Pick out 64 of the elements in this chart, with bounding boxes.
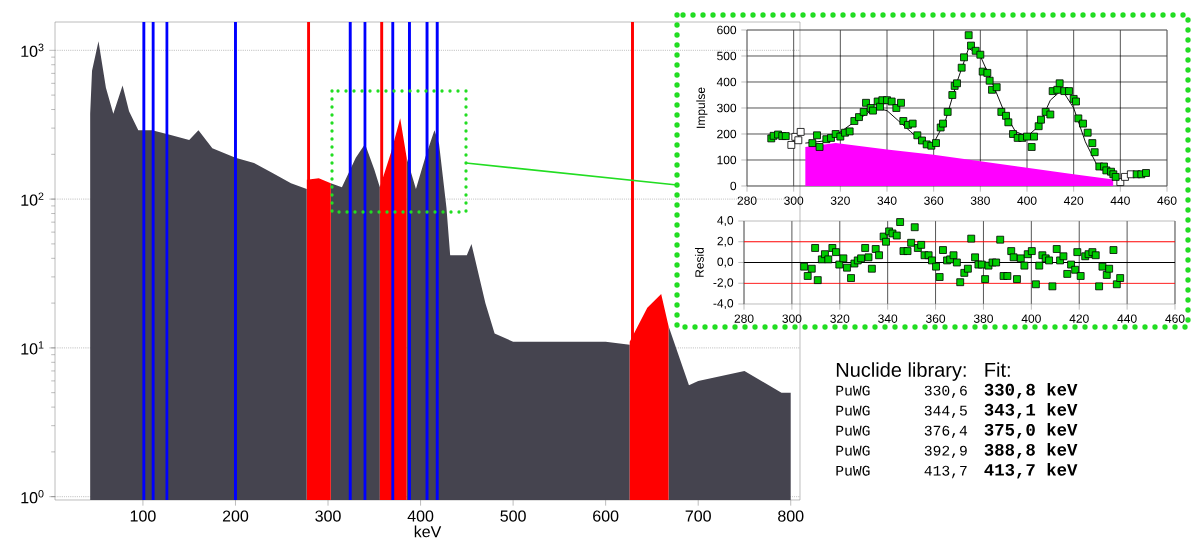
y-tick-label: 10$^{1}$ xyxy=(21,341,44,355)
x-tick-label: 500 xyxy=(500,510,526,522)
text: Fit: xyxy=(985,362,1010,377)
y-tick-label: 300 xyxy=(717,103,737,113)
x-tick-label: 400 xyxy=(407,510,434,522)
text: 375,0 keV xyxy=(984,422,1078,439)
x-tick-label: 460 xyxy=(1165,314,1185,323)
x-tick-label: 300 xyxy=(315,510,341,522)
text: PuWG xyxy=(836,425,870,436)
y-tick-label: 0,0 xyxy=(717,257,734,268)
x-tick-label: 600 xyxy=(593,510,619,522)
text: 413,7 keV xyxy=(984,462,1078,479)
y-tick-label: 400 xyxy=(716,77,737,87)
x-tick-label: 700 xyxy=(685,510,711,522)
x-tick-label: 400 xyxy=(1017,196,1037,205)
x-tick-label: 440 xyxy=(1110,196,1130,205)
x-tick-label: 380 xyxy=(970,196,990,205)
x-tick-label: 320 xyxy=(830,314,850,323)
text: 388,8 keV xyxy=(984,442,1078,459)
text: 343,1 keV xyxy=(984,402,1078,419)
x-tick-label: 280 xyxy=(734,314,754,323)
x-tick-label: 420 xyxy=(1069,314,1089,323)
y-axis-title: Impulse xyxy=(696,87,708,128)
x-tick-label: 200 xyxy=(222,510,249,522)
y-tick-label: 200 xyxy=(717,129,737,139)
y-tick-label: 0 xyxy=(730,181,737,191)
y-tick-label: 600 xyxy=(717,25,737,35)
x-tick-label: 440 xyxy=(1117,314,1137,323)
text: PuWG xyxy=(836,385,870,396)
x-tick-label: 460 xyxy=(1157,196,1177,205)
x-tick-label: 360 xyxy=(926,314,946,323)
x-tick-label: 300 xyxy=(784,196,804,205)
text: 344,5 xyxy=(924,405,967,419)
text: PuWG xyxy=(836,465,870,476)
x-tick-label: 320 xyxy=(830,196,850,205)
x-tick-label: 420 xyxy=(1063,196,1084,205)
text: 413,7 xyxy=(924,465,967,479)
y-tick-label: 10$^{2}$ xyxy=(21,192,44,206)
text: Nuclide library: xyxy=(836,362,966,381)
x-tick-label: 300 xyxy=(782,314,802,323)
y-tick-label: 4,0 xyxy=(717,216,734,226)
y-tick-label: 10$^{0}$ xyxy=(21,489,44,504)
x-tick-label: 360 xyxy=(924,196,944,205)
text: 376,4 xyxy=(924,425,968,439)
text: 330,8 keV xyxy=(984,382,1078,399)
y-tick-label: -2,0 xyxy=(713,278,734,289)
y-axis-title: Resid xyxy=(694,247,704,277)
text: 330,6 xyxy=(924,385,967,399)
x-tick-label: 340 xyxy=(878,314,898,323)
x-tick-label: 400 xyxy=(1021,314,1041,323)
x-axis-title: keV xyxy=(414,525,442,538)
x-tick-label: 100 xyxy=(130,510,156,522)
y-tick-label: 500 xyxy=(717,51,737,61)
x-tick-label: 340 xyxy=(877,196,897,205)
y-tick-label: 2,0 xyxy=(717,236,734,247)
x-tick-label: 800 xyxy=(778,510,804,522)
text: 392,9 xyxy=(924,445,967,459)
y-tick-label: 100 xyxy=(717,155,737,165)
x-tick-label: 380 xyxy=(973,314,993,323)
text: PuWG xyxy=(836,445,870,456)
text: PuWG xyxy=(836,405,870,416)
y-tick-label: 10$^{3}$ xyxy=(21,43,44,58)
y-tick-label: -4,0 xyxy=(713,299,734,309)
x-tick-label: 280 xyxy=(737,196,757,205)
